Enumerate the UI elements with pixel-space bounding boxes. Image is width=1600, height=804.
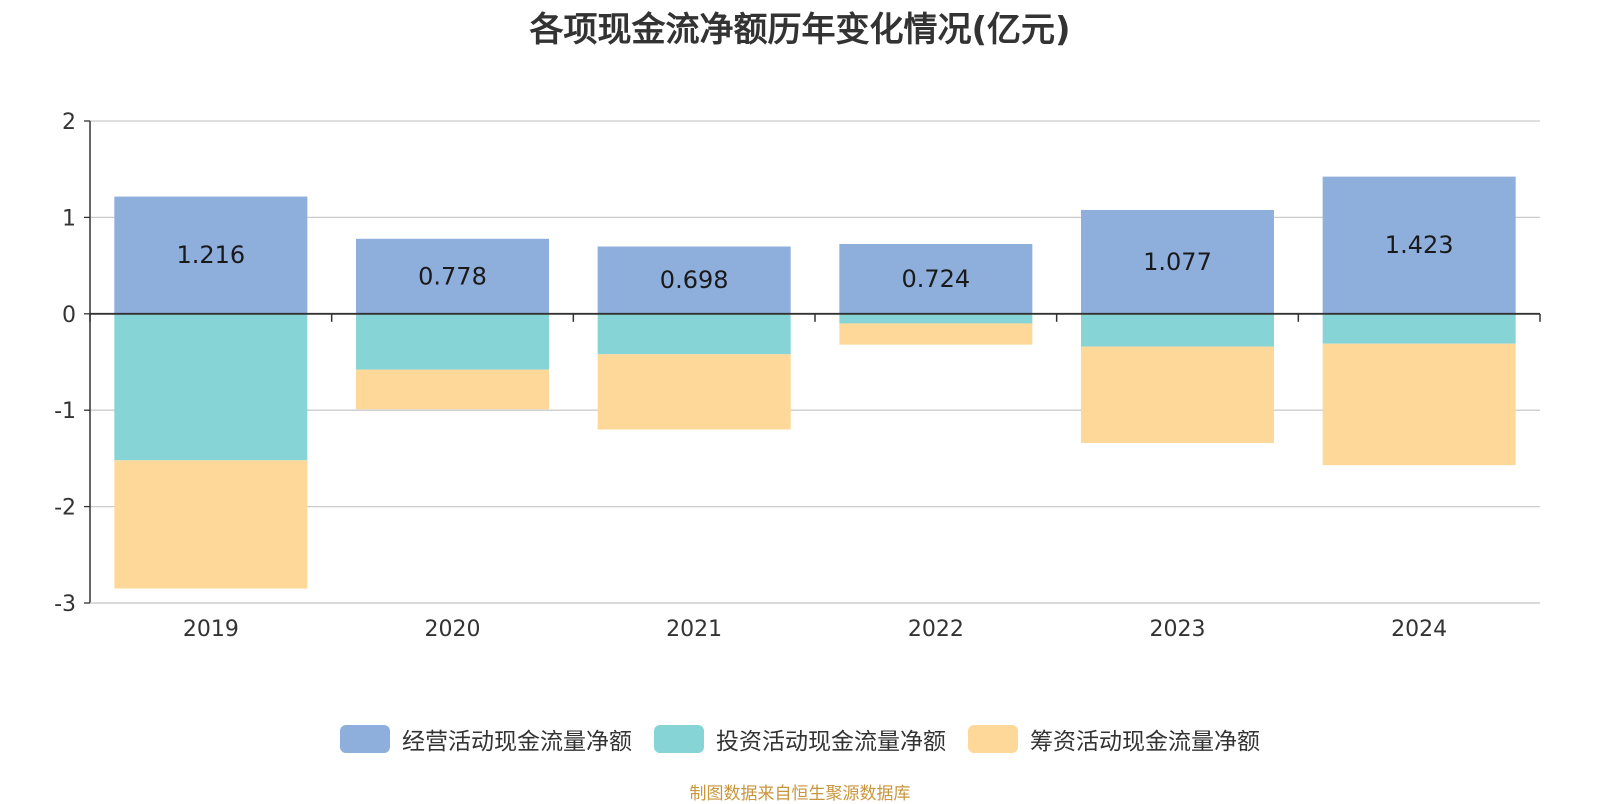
y-tick-label: 2	[62, 110, 76, 135]
bar-series-1-2020	[356, 313, 549, 370]
data-label: 1.216	[176, 241, 245, 269]
x-tick-label: 2021	[666, 617, 722, 642]
y-tick-label: -3	[54, 592, 76, 617]
bar-series-0-2022	[839, 244, 1033, 314]
bar-series-2-2023	[1081, 346, 1274, 443]
x-tick-label: 2020	[425, 617, 481, 642]
bar-series-1-2022	[839, 313, 1033, 324]
bar-series-2-2019	[114, 460, 308, 589]
legend-label-operating: 经营活动现金流量净额	[402, 729, 632, 755]
bar-series-0-2020	[356, 238, 549, 314]
source-note: 制图数据来自恒生聚源数据库	[689, 784, 911, 804]
legend-item-investing[interactable]: 投资活动现金流量净额	[654, 722, 946, 756]
bar-series-1-2021	[597, 313, 791, 355]
data-label: 1.077	[1143, 248, 1212, 276]
bar-series-1-2019	[114, 313, 308, 461]
legend-item-operating[interactable]: 经营活动现金流量净额	[340, 722, 632, 756]
bar-series-2-2024	[1322, 343, 1516, 466]
chart-title: 各项现金流净额历年变化情况(亿元)	[529, 10, 1071, 50]
bar-series-2-2020	[356, 369, 549, 410]
y-tick-label: 0	[62, 303, 76, 328]
bar-series-0-2024	[1322, 176, 1516, 314]
data-label: 0.778	[418, 262, 487, 290]
y-tick-label: -1	[54, 399, 76, 424]
legend-item-financing[interactable]: 筹资活动现金流量净额	[968, 722, 1260, 756]
data-label: 1.423	[1385, 231, 1454, 259]
bar-series-1-2023	[1081, 313, 1274, 347]
legend-swatch-investing	[654, 725, 704, 753]
legend-label-investing: 投资活动现金流量净额	[716, 729, 946, 755]
y-tick-label: 1	[62, 206, 76, 231]
bar-series-2-2021	[597, 354, 791, 430]
legend-label-financing: 筹资活动现金流量净额	[1030, 729, 1260, 755]
bar-series-0-2023	[1081, 209, 1274, 314]
legend-swatch-financing	[968, 725, 1018, 753]
x-tick-label: 2023	[1150, 617, 1206, 642]
x-tick-label: 2022	[908, 617, 964, 642]
data-label: 0.724	[901, 265, 970, 293]
legend-swatch-operating	[340, 725, 390, 753]
bar-series-1-2024	[1322, 313, 1516, 344]
chart-legend: 经营活动现金流量净额 投资活动现金流量净额 筹资活动现金流量净额	[0, 722, 1600, 756]
y-tick-label: -2	[54, 496, 76, 521]
x-tick-label: 2019	[183, 617, 239, 642]
bar-series-2-2022	[839, 323, 1033, 345]
x-tick-label: 2024	[1391, 617, 1447, 642]
bar-series-0-2021	[597, 246, 791, 314]
bar-series-0-2019	[114, 196, 308, 314]
data-label: 0.698	[660, 266, 729, 294]
